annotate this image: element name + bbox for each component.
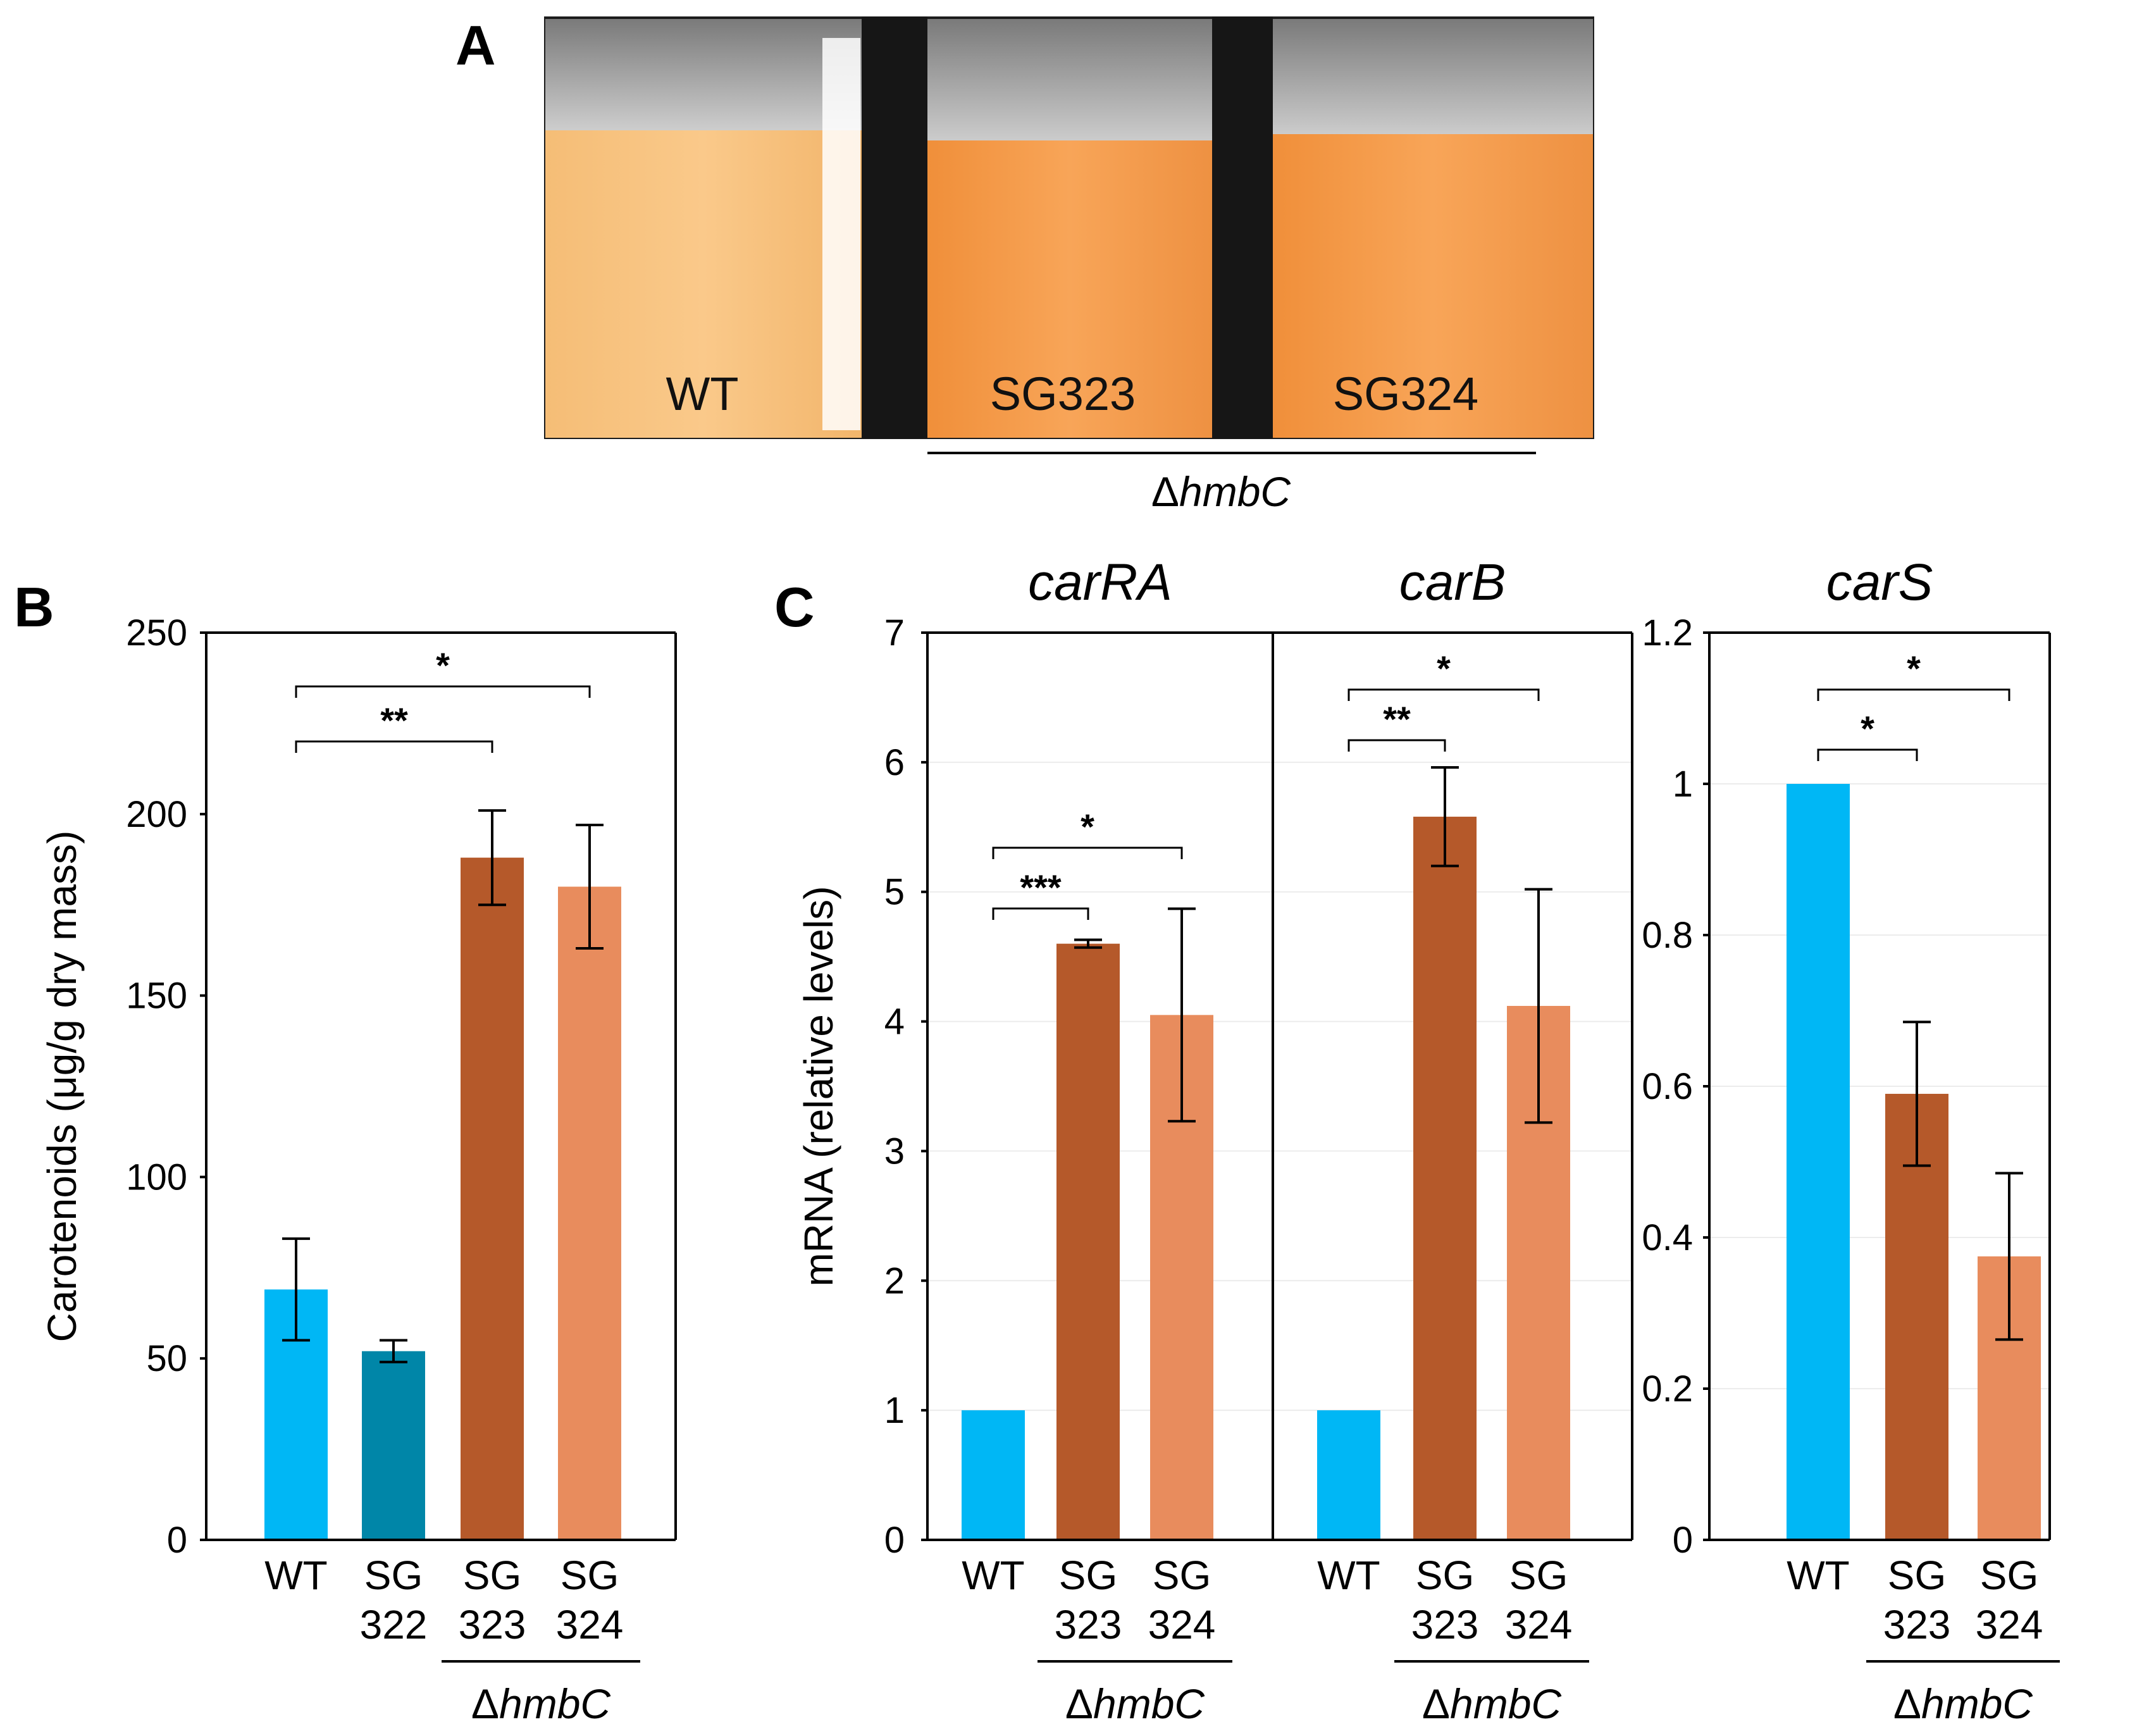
carRA-title: carRA	[1028, 554, 1172, 611]
carotenoids-chart: 0 50 100 150 200 250 Carotenoids (μg/g dry mas…	[39, 612, 677, 1727]
wt-tube-label-sticker	[822, 38, 860, 430]
carS-bar-0	[1787, 784, 1850, 1540]
carotenoids-category-label: 323	[459, 1602, 526, 1647]
panel-a-photo: A WT SG323 SG324 ΔhmbC	[455, 14, 1594, 515]
carS-category-label: WT	[1787, 1553, 1850, 1598]
carB-significance-bracket	[1347, 688, 1540, 701]
carotenoids-bar-3	[558, 886, 621, 1540]
photo-divider-2	[1212, 16, 1273, 439]
carRA-category-label: 324	[1148, 1602, 1216, 1647]
carotenoids-y-axis-label: Carotenoids (μg/g dry mass)	[39, 831, 85, 1342]
sg323-tube-headspace	[927, 19, 1212, 146]
carB-significance-label: *	[1437, 648, 1451, 688]
carRA-ytick-label: 3	[884, 1131, 905, 1172]
carotenoids-category-label: SG	[364, 1553, 423, 1598]
carRA-ytick-label: 2	[884, 1260, 905, 1301]
carB-bar-0	[1317, 1410, 1380, 1540]
carotenoids-significance-bracket	[295, 685, 591, 698]
carB-group-label: ΔhmbC	[1422, 1680, 1562, 1727]
carS-significance-label: *	[1907, 648, 1921, 688]
carRA-ytick-label: 0	[884, 1520, 905, 1561]
carS-ytick-label: 0	[1673, 1520, 1693, 1561]
carRA-category-label: 323	[1055, 1602, 1122, 1647]
carB-title: carB	[1399, 554, 1506, 611]
carotenoids-category-label: 322	[360, 1602, 428, 1647]
carS-category-label: SG	[1888, 1553, 1946, 1598]
carS-group-label: ΔhmbC	[1893, 1680, 2033, 1727]
carS-ytick-label: 0.8	[1642, 915, 1693, 956]
carRA-category-label: WT	[962, 1553, 1025, 1598]
panel-c-letter: C	[774, 576, 815, 638]
carB-bar-1	[1413, 816, 1477, 1540]
carRA-group-label: ΔhmbC	[1065, 1680, 1205, 1727]
carotenoids-ytick-label: 200	[126, 794, 187, 835]
carRA-y-axis-label: mRNA (relative levels)	[796, 886, 841, 1286]
carRA-significance-label: ***	[1020, 867, 1062, 907]
carotenoids-ytick-label: 50	[146, 1338, 187, 1379]
carotenoids-group-label: ΔhmbC	[471, 1680, 611, 1727]
photo-label-wt: WT	[666, 368, 738, 420]
carB-significance-bracket	[1347, 739, 1446, 752]
carS-ytick-label: 1.2	[1642, 612, 1693, 654]
carS-ytick-label: 1	[1673, 764, 1693, 805]
carRA-ytick-label: 6	[884, 742, 905, 783]
photo-label-sg323: SG323	[990, 368, 1136, 420]
photo-divider-1	[862, 16, 927, 439]
carotenoids-bar-2	[461, 857, 524, 1540]
sg324-tube-headspace	[1273, 19, 1593, 139]
carotenoids-ytick-label: 0	[167, 1520, 187, 1561]
panel-a-letter: A	[455, 14, 496, 77]
carB-category-label: SG	[1509, 1553, 1568, 1598]
carB-category-label: 323	[1411, 1602, 1479, 1647]
carRA-category-label: SG	[1059, 1553, 1117, 1598]
panel-a-group-label: ΔhmbC	[1151, 468, 1291, 515]
carS-title: carS	[1826, 554, 1933, 611]
wt-tube-headspace	[545, 19, 862, 133]
carRA-significance-bracket	[992, 846, 1183, 859]
carS-ytick-label: 0.2	[1642, 1368, 1693, 1410]
carotenoids-significance-bracket	[295, 740, 493, 753]
carS-category-label: SG	[1980, 1553, 2038, 1598]
carotenoids-significance-label: *	[436, 645, 450, 685]
carS-ytick-label: 0.4	[1642, 1217, 1693, 1258]
carS-significance-label: *	[1861, 709, 1874, 748]
carotenoids-category-label: SG	[561, 1553, 619, 1598]
carRA-ytick-label: 5	[884, 872, 905, 913]
carotenoids-significance-label: **	[380, 700, 408, 740]
carS-ytick-label: 0.6	[1642, 1066, 1693, 1107]
carRA-category-label: SG	[1153, 1553, 1211, 1598]
sg324-tube-culture	[1273, 134, 1593, 438]
carotenoids-ytick-label: 150	[126, 976, 187, 1017]
panel-b-letter: B	[14, 576, 54, 638]
carRA-significance-bracket	[992, 907, 1089, 920]
carB-category-label: SG	[1416, 1553, 1474, 1598]
carRA-ytick-label: 1	[884, 1390, 905, 1431]
carotenoids-category-label: WT	[264, 1553, 328, 1598]
carotenoids-category-label: 324	[556, 1602, 624, 1647]
carRA-significance-label: *	[1081, 807, 1094, 846]
carotenoids-ytick-label: 250	[126, 612, 187, 654]
carS-significance-bracket	[1817, 748, 1918, 761]
carotenoids-category-label: SG	[463, 1553, 521, 1598]
sg323-tube-culture	[927, 140, 1212, 438]
carotenoids-ytick-label: 100	[126, 1156, 187, 1198]
carS-significance-bracket	[1817, 688, 2010, 701]
carRA-ytick-label: 7	[884, 612, 905, 654]
carS-category-label: 324	[1976, 1602, 2043, 1647]
carRA-ytick-label: 4	[884, 1001, 905, 1043]
carB-category-label: 324	[1505, 1602, 1573, 1647]
carotenoids-bar-1	[362, 1351, 425, 1540]
wt-tube-culture	[545, 130, 862, 438]
carB-category-label: WT	[1317, 1553, 1380, 1598]
carB-significance-label: **	[1383, 699, 1411, 739]
carS-category-label: 323	[1883, 1602, 1951, 1647]
carRA-bar-0	[962, 1410, 1025, 1540]
carRA-bar-1	[1056, 943, 1120, 1540]
carS-bar-1	[1885, 1093, 1948, 1540]
photo-label-sg324: SG324	[1333, 368, 1478, 420]
